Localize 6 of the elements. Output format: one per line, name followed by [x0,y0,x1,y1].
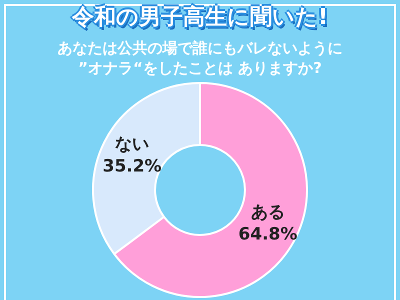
data-label: 64.8% [238,224,298,244]
slice-label: ある [250,202,285,222]
chart-subtitle: あなたは公共の場で誰にもバレないように ”オナラ“をしたことは ありますか? [56,38,344,78]
data-label: 35.2% [102,156,162,176]
chart-title: 令和の男子高生に聞いた! [70,4,330,32]
slice-label: ない [115,134,150,154]
